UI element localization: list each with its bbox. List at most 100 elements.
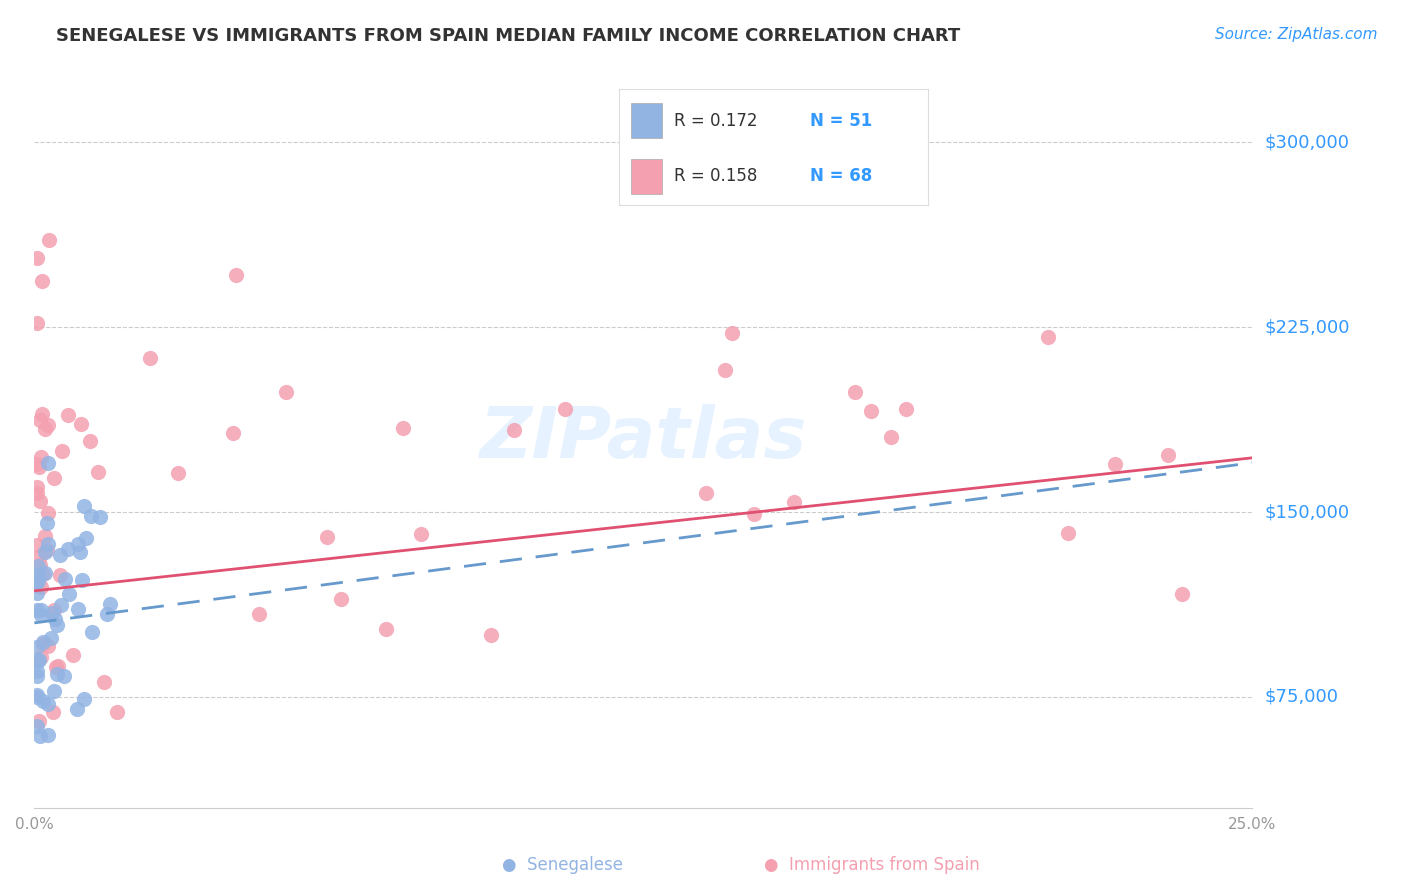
Point xyxy=(392,421,415,435)
Point xyxy=(75,532,97,546)
Point xyxy=(25,719,48,733)
Point xyxy=(742,508,765,522)
Point xyxy=(28,460,51,475)
Point xyxy=(37,543,59,558)
Point xyxy=(25,573,48,587)
Text: R = 0.158: R = 0.158 xyxy=(675,167,758,186)
Point xyxy=(25,457,48,471)
Point xyxy=(28,549,51,564)
Point xyxy=(89,510,111,524)
Point xyxy=(25,603,48,617)
Point xyxy=(39,631,62,645)
Point xyxy=(49,567,72,582)
Point xyxy=(34,421,56,435)
Point xyxy=(66,602,89,616)
Point xyxy=(70,417,93,432)
Point xyxy=(32,693,55,707)
Point xyxy=(93,675,115,690)
Point xyxy=(37,456,59,470)
Text: SENEGALESE VS IMMIGRANTS FROM SPAIN MEDIAN FAMILY INCOME CORRELATION CHART: SENEGALESE VS IMMIGRANTS FROM SPAIN MEDI… xyxy=(56,27,960,45)
Point xyxy=(274,384,297,399)
Point xyxy=(695,485,717,500)
Point xyxy=(783,495,806,509)
Point xyxy=(30,581,52,595)
Point xyxy=(27,574,49,588)
Point xyxy=(31,407,53,421)
Point xyxy=(1157,448,1180,462)
Point xyxy=(37,537,59,551)
Point xyxy=(37,516,59,530)
Point xyxy=(42,471,65,485)
Point xyxy=(55,572,77,586)
Point xyxy=(45,667,67,681)
Point xyxy=(45,659,67,673)
Text: N = 51: N = 51 xyxy=(810,112,873,129)
Point xyxy=(222,425,245,440)
Point xyxy=(25,479,48,493)
Point xyxy=(25,586,48,600)
Point xyxy=(31,634,53,648)
Bar xyxy=(631,103,662,138)
Point xyxy=(329,591,352,606)
Point xyxy=(49,549,72,563)
Point xyxy=(67,537,90,551)
Point xyxy=(44,612,66,626)
Point xyxy=(25,689,48,703)
Point xyxy=(58,542,80,557)
Point xyxy=(62,648,84,662)
Point xyxy=(34,566,56,580)
Point xyxy=(554,402,576,417)
Point xyxy=(66,702,89,716)
Text: $150,000: $150,000 xyxy=(1264,503,1350,521)
Point xyxy=(32,567,55,582)
Point xyxy=(1170,587,1192,601)
Point xyxy=(31,274,53,288)
Point xyxy=(42,684,65,698)
Point xyxy=(28,714,51,728)
Point xyxy=(30,450,52,464)
Point xyxy=(27,640,49,655)
Point xyxy=(28,494,51,508)
Point xyxy=(79,434,101,449)
Point xyxy=(38,233,60,247)
Point xyxy=(58,586,80,600)
Point xyxy=(28,729,51,743)
Text: $300,000: $300,000 xyxy=(1264,134,1350,152)
Point xyxy=(37,639,59,653)
Point xyxy=(72,691,94,706)
Point xyxy=(34,545,56,559)
Point xyxy=(714,362,737,376)
Text: ●  Immigrants from Spain: ● Immigrants from Spain xyxy=(763,856,980,874)
Text: N = 68: N = 68 xyxy=(810,167,873,186)
Point xyxy=(25,538,48,552)
Point xyxy=(28,413,51,427)
Point xyxy=(49,598,72,612)
Bar xyxy=(631,159,662,194)
Text: $75,000: $75,000 xyxy=(1264,688,1339,706)
Point xyxy=(374,622,396,636)
Point xyxy=(27,669,49,683)
Point xyxy=(96,607,118,622)
Point xyxy=(30,650,52,665)
Point xyxy=(37,418,59,433)
Point xyxy=(69,545,91,559)
Point xyxy=(25,664,48,678)
Point xyxy=(52,668,75,682)
Point xyxy=(46,658,69,673)
Point xyxy=(25,654,48,668)
Text: $225,000: $225,000 xyxy=(1264,318,1350,336)
Point xyxy=(70,574,93,588)
Point xyxy=(880,430,903,444)
Point xyxy=(105,705,128,719)
Point xyxy=(25,316,48,330)
Point xyxy=(32,637,55,651)
Point xyxy=(166,467,188,481)
Point xyxy=(27,251,49,265)
Point xyxy=(503,423,526,437)
Point xyxy=(42,603,65,617)
Point xyxy=(30,603,52,617)
Point xyxy=(28,567,51,582)
Point xyxy=(844,384,866,399)
Point xyxy=(225,268,247,282)
Point xyxy=(51,444,73,458)
